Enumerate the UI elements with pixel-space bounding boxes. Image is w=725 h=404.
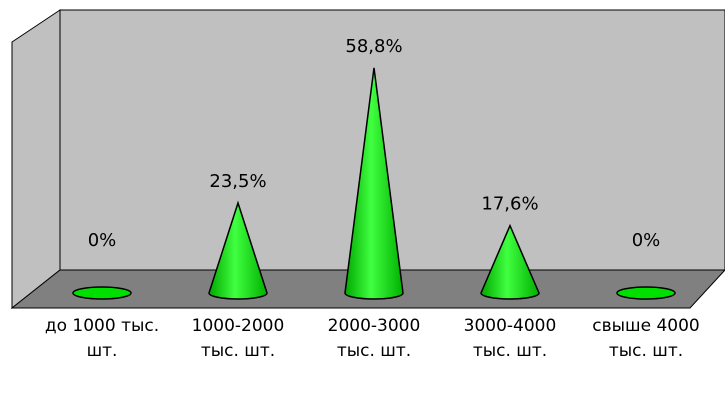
x-tick-label: свыше 4000 тыс. шт. [592, 316, 700, 361]
side-wall [11, 9, 61, 310]
back-wall [59, 9, 725, 271]
cone [72, 286, 132, 300]
cone [616, 286, 676, 300]
x-tick-label: до 1000 тыс. шт. [44, 316, 160, 361]
cone [480, 223, 540, 300]
x-tick-label: 1000-2000 тыс. шт. [191, 316, 285, 361]
value-label: 58,8% [345, 36, 402, 57]
cone [344, 67, 404, 300]
x-tick-label: 2000-3000 тыс. шт. [327, 316, 421, 361]
value-label: 23,5% [209, 171, 266, 192]
value-label: 17,6% [481, 194, 538, 215]
value-label: 0% [632, 230, 661, 251]
cone [208, 200, 268, 300]
value-label: 0% [88, 230, 117, 251]
x-tick-label: 3000-4000 тыс. шт. [463, 316, 557, 361]
